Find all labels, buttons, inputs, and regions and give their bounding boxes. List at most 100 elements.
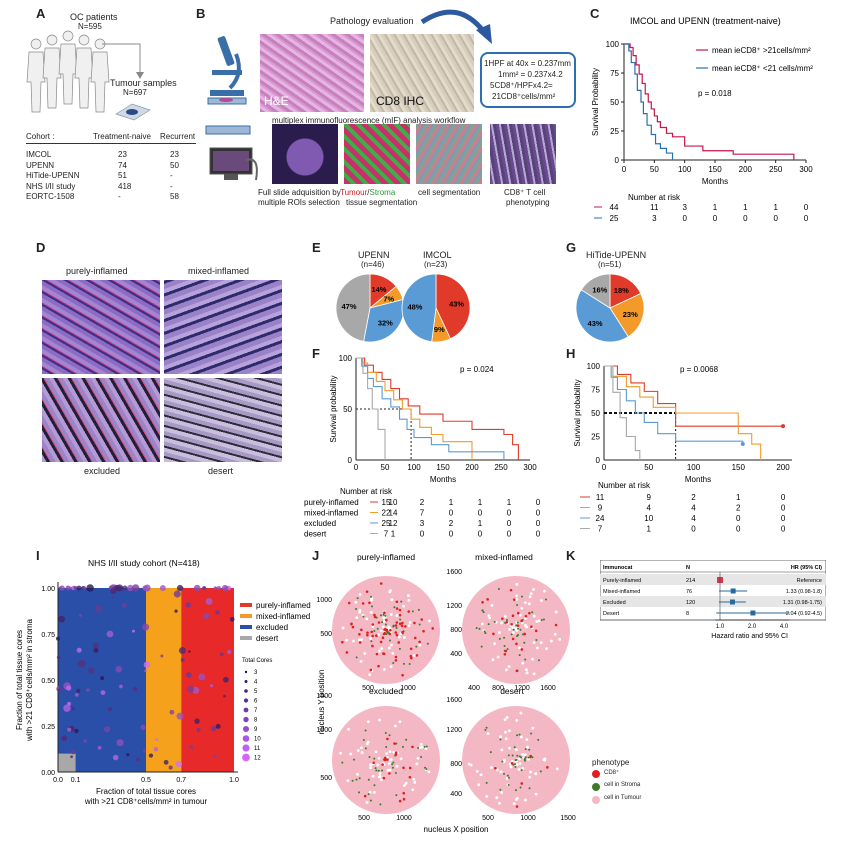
patients-title: OC patients — [70, 12, 118, 22]
scatter-point — [56, 655, 61, 660]
cap4b: phenotyping — [506, 198, 550, 207]
scatter-point — [160, 654, 164, 658]
scatter-point — [67, 727, 72, 732]
scatter-point — [92, 642, 99, 649]
risk-value: 11 — [596, 493, 605, 502]
scatter-point — [215, 610, 220, 615]
stroma-cell — [530, 732, 533, 735]
cd8-cell — [394, 751, 398, 755]
cd8-cell — [385, 629, 389, 632]
scatter-point — [187, 685, 195, 693]
stroma-cell — [425, 745, 428, 748]
size-legend-label: 10 — [254, 737, 261, 743]
risk-value: 0 — [507, 519, 512, 528]
scatter-point — [93, 647, 99, 653]
stroma-gap — [555, 767, 559, 771]
stroma-gap — [486, 732, 490, 736]
stroma-gap — [535, 620, 539, 623]
row-name: Desert — [603, 611, 620, 617]
size-legend-label: 9 — [254, 727, 258, 733]
cd8-cell — [401, 631, 404, 634]
he-image — [260, 34, 364, 112]
risk-value: 7 — [384, 530, 389, 539]
cd8-cell — [366, 631, 369, 634]
stroma-gap — [369, 610, 373, 614]
scatter-point — [100, 676, 105, 681]
risk-value: 12 — [389, 519, 398, 528]
recurrent-cell: 50 — [170, 160, 179, 170]
cd8-cell — [409, 647, 413, 651]
stroma-cell — [531, 756, 534, 759]
cd8-cell — [402, 791, 406, 795]
stroma-gap — [499, 735, 502, 739]
risk-value: 0 — [536, 498, 541, 507]
stroma-cell — [355, 656, 358, 659]
size-legend-dot — [243, 716, 249, 723]
forest-tick: 1.0 — [716, 624, 725, 630]
scatter-point — [223, 676, 229, 683]
legend-swatch — [240, 625, 252, 629]
box-line-2: 1mm² = 0.237x4.2 — [498, 70, 563, 79]
scatter-point — [110, 587, 117, 595]
stroma-cell — [381, 769, 384, 772]
microscope-icon — [207, 36, 247, 105]
scatter-point — [178, 647, 186, 654]
stroma-gap — [402, 636, 406, 639]
km-series-line — [604, 365, 762, 460]
cd8-cell — [505, 620, 509, 624]
risk-value: 1 — [647, 525, 652, 534]
stroma-gap — [515, 796, 519, 800]
cd8-cell — [520, 648, 524, 651]
stroma-cell — [417, 747, 420, 750]
stroma-gap — [413, 781, 417, 784]
cd8-cell — [398, 622, 402, 626]
x-tick-label: 300 — [523, 463, 537, 472]
stroma-gap — [505, 776, 509, 780]
stroma-gap — [514, 748, 518, 752]
cd8-cell — [375, 652, 379, 656]
cd8-cell — [398, 613, 402, 617]
y-tick-label: 50 — [610, 98, 619, 107]
scatter-point — [73, 586, 78, 590]
row-hr: 1.33 (0.98-1.8) — [786, 589, 822, 595]
cd8-cell — [361, 602, 365, 605]
cd8-cell — [528, 611, 531, 615]
x-tick-label: 100 — [687, 463, 701, 472]
y-tick-label: 75 — [610, 69, 619, 78]
cd8-cell — [503, 652, 507, 656]
risk-value: 14 — [389, 509, 398, 518]
box-line-1: 1HPF at 40x = 0.237mm — [484, 59, 571, 68]
stroma-cell — [524, 748, 527, 751]
stroma-gap — [490, 604, 494, 607]
stroma-cell — [420, 756, 423, 759]
cd8-cell — [400, 624, 404, 628]
stroma-cell — [485, 726, 488, 729]
scatter-point — [76, 647, 82, 653]
stroma-cell — [392, 761, 395, 764]
stroma-cell — [399, 618, 402, 621]
cd8-cell — [395, 633, 399, 637]
risk-name: desert — [304, 530, 327, 539]
legend-label: purely-inflamed — [256, 601, 311, 610]
forest-table — [600, 560, 826, 621]
stroma-cell — [483, 630, 486, 633]
risk-value: 0 — [781, 525, 786, 534]
stroma-cell — [480, 645, 483, 648]
tick-label: 500 — [362, 685, 374, 692]
stroma-cell — [364, 729, 367, 732]
stroma-cell — [528, 787, 531, 790]
stroma-gap — [524, 616, 527, 620]
stroma-cell — [501, 760, 504, 763]
cd8-cell — [394, 659, 398, 662]
x-axis-label: nucleus X position — [424, 825, 489, 834]
stroma-gap — [407, 594, 410, 597]
stroma-cell — [376, 627, 379, 630]
stroma-cell — [384, 731, 387, 734]
stroma-gap — [371, 624, 375, 628]
risk-title: Number at risk — [598, 481, 651, 490]
scatter-point — [215, 723, 221, 729]
j-legend-label: CD8⁺ — [604, 770, 620, 776]
scatter-point — [74, 728, 79, 734]
cd8-cell — [363, 794, 367, 798]
scatter-point — [180, 586, 184, 590]
